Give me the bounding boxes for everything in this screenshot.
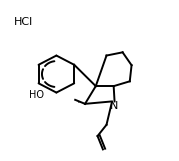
Text: methyl: methyl — [78, 102, 83, 103]
Text: HCl: HCl — [14, 17, 34, 27]
Text: N: N — [110, 101, 118, 111]
Text: HO: HO — [29, 90, 44, 100]
